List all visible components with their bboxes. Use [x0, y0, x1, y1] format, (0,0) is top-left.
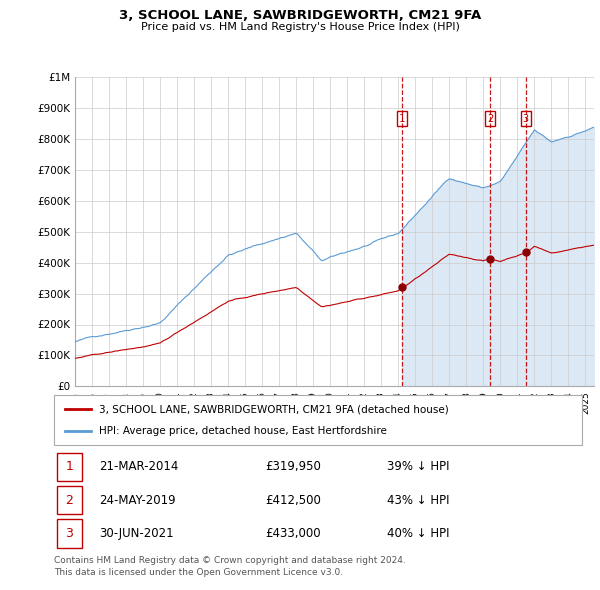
FancyBboxPatch shape: [56, 453, 82, 481]
FancyBboxPatch shape: [56, 486, 82, 514]
Text: £319,950: £319,950: [265, 460, 321, 474]
Text: 3: 3: [65, 526, 73, 540]
Text: 1: 1: [399, 113, 405, 123]
Text: 39% ↓ HPI: 39% ↓ HPI: [386, 460, 449, 474]
Text: 40% ↓ HPI: 40% ↓ HPI: [386, 526, 449, 540]
FancyBboxPatch shape: [56, 519, 82, 548]
Text: 3, SCHOOL LANE, SAWBRIDGEWORTH, CM21 9FA (detached house): 3, SCHOOL LANE, SAWBRIDGEWORTH, CM21 9FA…: [99, 404, 449, 414]
Text: HPI: Average price, detached house, East Hertfordshire: HPI: Average price, detached house, East…: [99, 427, 387, 437]
Text: £412,500: £412,500: [265, 493, 321, 507]
Text: 2: 2: [65, 493, 73, 507]
Text: 24-MAY-2019: 24-MAY-2019: [99, 493, 176, 507]
Text: 30-JUN-2021: 30-JUN-2021: [99, 526, 173, 540]
Text: 3: 3: [523, 113, 529, 123]
Text: Contains HM Land Registry data © Crown copyright and database right 2024.: Contains HM Land Registry data © Crown c…: [54, 556, 406, 565]
Text: This data is licensed under the Open Government Licence v3.0.: This data is licensed under the Open Gov…: [54, 568, 343, 577]
Text: 1: 1: [65, 460, 73, 474]
Text: £433,000: £433,000: [265, 526, 321, 540]
Text: 21-MAR-2014: 21-MAR-2014: [99, 460, 178, 474]
Text: 2: 2: [487, 113, 493, 123]
Text: 43% ↓ HPI: 43% ↓ HPI: [386, 493, 449, 507]
Text: 3, SCHOOL LANE, SAWBRIDGEWORTH, CM21 9FA: 3, SCHOOL LANE, SAWBRIDGEWORTH, CM21 9FA: [119, 9, 481, 22]
Text: Price paid vs. HM Land Registry's House Price Index (HPI): Price paid vs. HM Land Registry's House …: [140, 22, 460, 32]
